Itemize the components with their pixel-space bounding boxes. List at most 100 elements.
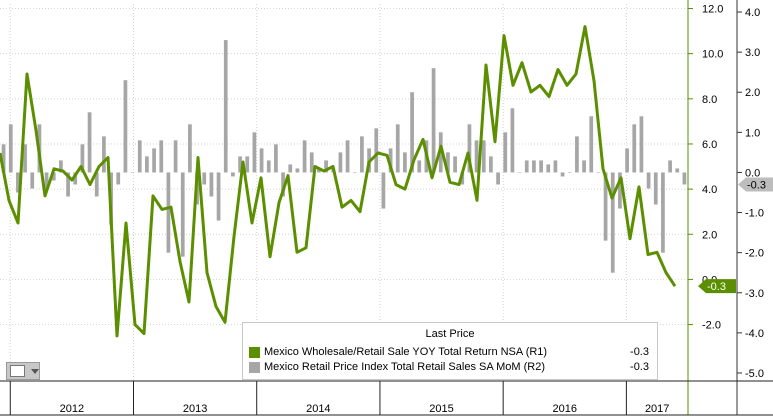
- bar: [661, 172, 665, 253]
- bar: [295, 168, 300, 173]
- r2-tick-label: -2.0: [745, 248, 764, 260]
- legend: Last Price Mexico Wholesale/Retail Sale …: [242, 322, 658, 380]
- bar: [238, 156, 242, 173]
- bar: [180, 172, 185, 257]
- r2-tick-label: -5.0: [745, 368, 764, 380]
- bar: [496, 172, 500, 185]
- bar: [16, 172, 20, 193]
- bar: [216, 172, 221, 221]
- bar: [395, 124, 400, 173]
- legend-series-name: Mexico Wholesale/Retail Sale YOY Total R…: [264, 346, 523, 358]
- bar: [632, 124, 637, 173]
- bar: [173, 140, 178, 173]
- bar: [51, 172, 56, 181]
- bar: [123, 80, 128, 173]
- bar: [560, 172, 565, 177]
- x-tick-label: 2013: [183, 403, 207, 415]
- bar: [102, 136, 106, 173]
- bar: [481, 140, 486, 173]
- x-tick-label: 2012: [60, 403, 84, 415]
- legend-item-retail-price-index: Mexico Retail Price Index Total Retail S…: [249, 361, 649, 375]
- legend-axis-label: (R2): [523, 361, 546, 373]
- r1-tick-label: 8.0: [702, 94, 717, 106]
- r2-tick-label: -1.0: [745, 208, 764, 220]
- bar: [653, 172, 658, 205]
- legend-swatch-grey: [249, 362, 260, 373]
- bar: [44, 172, 49, 189]
- bar: [166, 172, 171, 253]
- line-chart-icon: [10, 365, 25, 377]
- bar: [381, 172, 386, 209]
- bar: [23, 144, 27, 173]
- x-tick-label: 2015: [429, 403, 453, 415]
- last-value-tags: -0.3 -0.3: [698, 177, 773, 294]
- bar: [582, 160, 586, 173]
- r2-tick-label: -4.0: [745, 328, 764, 340]
- legend-last-value: -0.3: [630, 346, 649, 358]
- bar: [567, 172, 572, 173]
- legend-last-value: -0.3: [630, 361, 649, 373]
- bar: [510, 108, 515, 173]
- bar: [87, 112, 92, 173]
- bar: [352, 172, 357, 173]
- line-series-wholesale-retail-yoy: [0, 25, 677, 338]
- bar: [130, 172, 135, 173]
- bar: [231, 172, 235, 177]
- bar: [116, 172, 121, 185]
- bar: [431, 68, 436, 173]
- bar: [675, 168, 680, 173]
- r2-tick-label: -3.0: [745, 288, 764, 300]
- bar: [517, 172, 522, 173]
- r2-tick-label: 4.0: [745, 7, 760, 19]
- bar: [288, 164, 293, 173]
- legend-series-name: Mexico Retail Price Index Total Retail S…: [264, 361, 521, 373]
- bar: [524, 160, 529, 173]
- bar: [73, 172, 78, 185]
- x-tick-label: 2016: [553, 403, 577, 415]
- bar: [145, 156, 149, 173]
- bar: [152, 148, 156, 173]
- last-value-tag-r1: [698, 279, 736, 294]
- r1-tick-label: -2.0: [702, 320, 721, 332]
- bar: [345, 140, 350, 173]
- bar: [30, 172, 35, 189]
- x-tick-label: 2017: [645, 403, 669, 415]
- r2-tick-label: 2.0: [745, 87, 760, 99]
- bar: [317, 168, 321, 173]
- bar: [8, 124, 13, 173]
- r1-tick-label: 6.0: [702, 139, 717, 151]
- bar: [625, 148, 629, 173]
- chart-type-menu-button[interactable]: [6, 362, 40, 380]
- x-tick-label: 2014: [306, 403, 330, 415]
- bar: [159, 140, 164, 173]
- bar: [503, 132, 508, 173]
- r1-tick-label: 2.0: [702, 229, 717, 241]
- bar: [639, 116, 644, 173]
- bar: [202, 172, 207, 185]
- bar-series-retail-price-index: [1, 40, 687, 273]
- bar: [589, 116, 594, 173]
- legend-axis-label: (R1): [525, 346, 548, 358]
- bar: [668, 160, 672, 173]
- bar: [309, 152, 314, 173]
- r1-tick-label: 4.0: [702, 184, 717, 196]
- last-value-tag-r1-text: -0.3: [707, 281, 726, 293]
- bar: [596, 172, 601, 173]
- bar: [646, 172, 651, 189]
- bar: [259, 148, 264, 173]
- r2-tick-label: 0.0: [745, 167, 760, 179]
- bar: [209, 172, 214, 197]
- r2-tick-label: 1.0: [745, 127, 760, 139]
- bar: [252, 132, 257, 173]
- bar: [59, 160, 63, 173]
- r2-tick-label: 3.0: [745, 47, 760, 59]
- legend-title: Last Price: [425, 328, 475, 340]
- bar: [403, 152, 407, 173]
- legend-item-wholesale-retail: Mexico Wholesale/Retail Sale YOY Total R…: [249, 346, 649, 360]
- bar: [618, 172, 622, 209]
- bar: [66, 172, 70, 197]
- bar: [546, 164, 551, 173]
- chevron-down-icon: [31, 369, 39, 374]
- last-value-tag-r2: [738, 177, 773, 192]
